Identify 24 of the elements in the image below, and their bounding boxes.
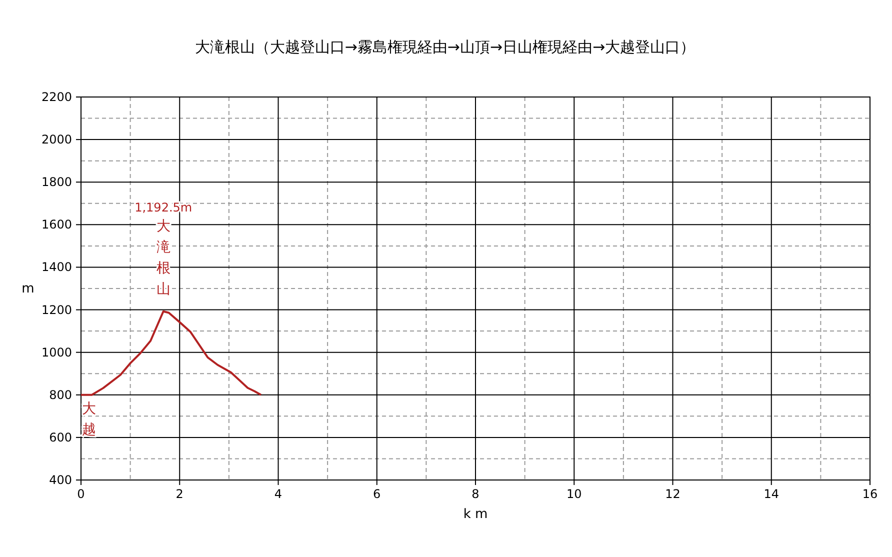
x-tick-label: 14 <box>764 487 780 501</box>
x-tick-label: 16 <box>862 487 878 501</box>
y-tick-label: 800 <box>49 388 72 402</box>
chart-title: 大滝根山（大越登山口→霧島権現経由→山頂→日山権現経由→大越登山口） <box>194 38 696 56</box>
x-tick-label: 10 <box>566 487 582 501</box>
y-tick-label: 1200 <box>41 302 72 317</box>
annotation: 大越 <box>82 400 96 438</box>
x-tick-label: 12 <box>665 487 680 501</box>
x-axis-title: k m <box>463 507 488 522</box>
line-series <box>80 310 262 396</box>
y-axis-title: m <box>22 282 34 296</box>
x-tick-label: 0 <box>77 487 85 501</box>
y-tick-label: 1600 <box>41 218 72 232</box>
y-tick-label: 2000 <box>41 132 72 147</box>
y-tick-label: 400 <box>49 473 72 487</box>
y-tick-label: 1800 <box>41 175 72 190</box>
y-tick-label: 1000 <box>41 345 72 360</box>
y-tick-label: 600 <box>49 430 72 444</box>
x-tick-label: 4 <box>274 487 282 501</box>
y-tick-label: 2200 <box>41 90 72 104</box>
x-tick-label: 8 <box>472 487 480 501</box>
y-tick-label: 1400 <box>41 260 72 274</box>
x-tick-label: 6 <box>373 487 381 501</box>
x-tick-label: 2 <box>176 487 184 501</box>
